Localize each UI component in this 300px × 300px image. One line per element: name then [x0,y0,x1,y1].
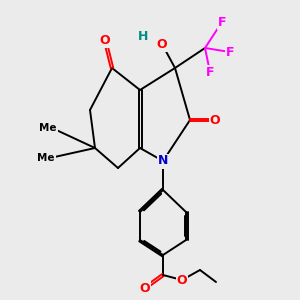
Text: O: O [140,281,150,295]
Text: F: F [218,16,226,28]
Text: O: O [177,274,187,286]
Text: F: F [226,46,234,59]
Text: O: O [157,38,167,50]
Text: Me: Me [39,123,57,133]
Text: O: O [210,113,220,127]
Text: N: N [158,154,168,167]
Text: F: F [206,65,214,79]
Text: H: H [138,29,148,43]
Text: O: O [100,34,110,46]
Text: Me: Me [37,153,55,163]
